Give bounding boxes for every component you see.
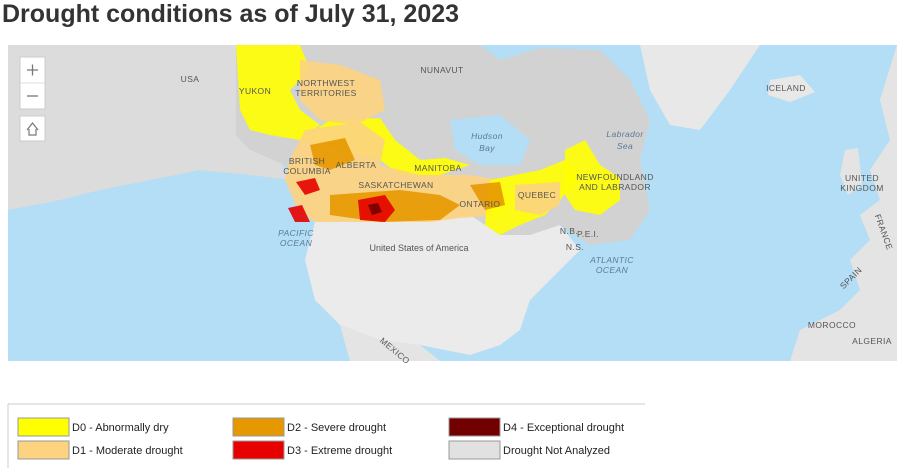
legend-label: D1 - Moderate drought (72, 445, 183, 457)
legend-label: D0 - Abnormally dry (72, 422, 169, 434)
drought-area (236, 45, 320, 140)
map-label: ONTARIO (460, 199, 501, 209)
map-label: ALGERIA (852, 336, 892, 346)
map-label: NUNAVUT (420, 65, 463, 75)
map-label: NEWFOUNDLAND (576, 172, 654, 182)
home-button[interactable] (19, 115, 46, 142)
drought-area (515, 182, 560, 215)
legend-label: D4 - Exceptional drought (503, 422, 624, 434)
map-label: Hudson (471, 131, 503, 141)
drought-area (296, 178, 320, 195)
drought-area (470, 182, 505, 210)
legend-label: D2 - Severe drought (287, 422, 386, 434)
map-label: KINGDOM (840, 183, 883, 193)
uk (840, 148, 862, 195)
map-label: MOROCCO (808, 320, 856, 330)
map-label: MANITOBA (414, 163, 461, 173)
europe (790, 45, 897, 361)
drought-area (300, 60, 385, 125)
map-label: N.S. (566, 242, 584, 252)
drought-area (310, 138, 355, 170)
map-label: YUKON (239, 86, 271, 96)
map-label: ALBERTA (336, 160, 377, 170)
map-label: USA (181, 74, 200, 84)
map-label: Labrador (606, 129, 644, 139)
map-label: UNITED (845, 173, 879, 183)
drought-areas (236, 45, 620, 235)
map-label: N.B. (560, 226, 578, 236)
map-label: SASKATCHEWAN (358, 180, 433, 190)
map-label: OCEAN (596, 265, 629, 275)
zoom-controls (19, 56, 46, 142)
legend-swatch (232, 440, 285, 460)
alaska (8, 45, 290, 210)
legend-swatch (17, 440, 70, 460)
page-title: Drought conditions as of July 31, 2023 (2, 0, 460, 28)
map-label: NORTHWEST (297, 78, 355, 88)
map-label: OCEAN (280, 238, 313, 248)
legend-swatch (448, 417, 501, 437)
map-label: ICELAND (766, 83, 806, 93)
map-label: COLUMBIA (283, 166, 331, 176)
map-label: QUEBEC (518, 190, 556, 200)
mexico (340, 325, 440, 361)
map-label: Bay (479, 143, 495, 153)
map-label: Sea (617, 141, 633, 151)
legend-swatch (448, 440, 501, 460)
drought-area (288, 205, 310, 222)
legend-label: Drought Not Analyzed (503, 445, 610, 457)
usa (305, 215, 580, 355)
zoom-in[interactable] (27, 64, 38, 76)
drought-area (368, 203, 382, 215)
map-label: ATLANTIC (589, 255, 634, 265)
legend-swatch (232, 417, 285, 437)
map-label: P.E.I. (577, 229, 599, 239)
legend: D0 - Abnormally dry D1 - Moderate drought… (17, 417, 624, 460)
map-label: BRITISH (289, 156, 325, 166)
map-label: AND LABRADOR (579, 182, 651, 192)
hudson-bay (450, 115, 530, 165)
map-label: United States of America (369, 243, 468, 253)
greenland (640, 45, 760, 130)
legend-swatch (17, 417, 70, 437)
iceland (768, 75, 815, 102)
legend-label: D3 - Extreme drought (287, 445, 392, 457)
map-label: TERRITORIES (295, 88, 356, 98)
drought-area (565, 140, 620, 215)
map-label: PACIFIC (278, 228, 314, 238)
